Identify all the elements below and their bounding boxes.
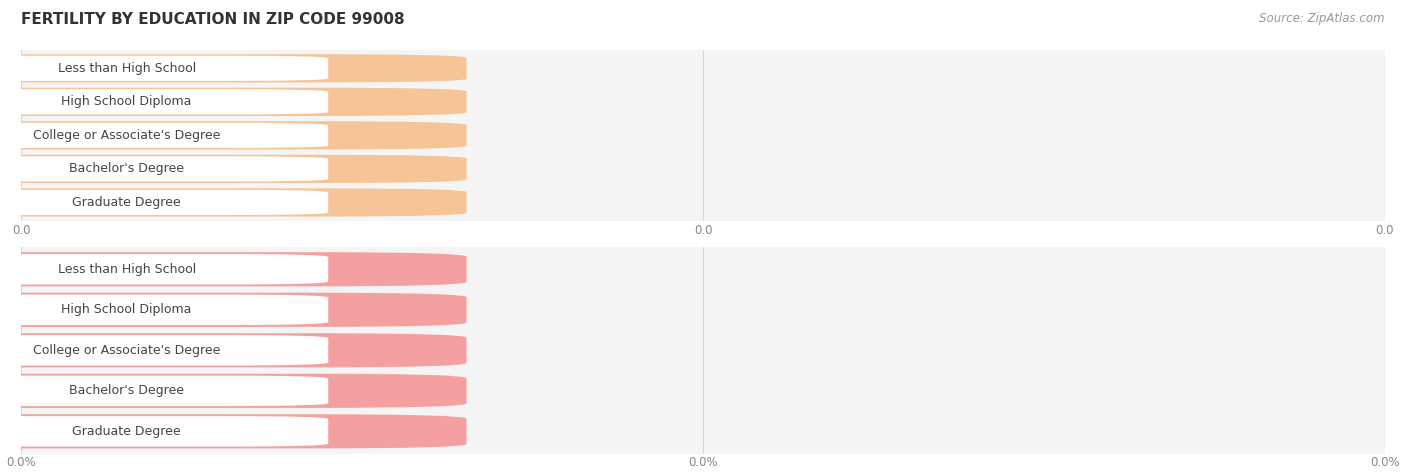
Text: 0.0%: 0.0%	[257, 305, 288, 315]
Text: 0.0%: 0.0%	[257, 345, 288, 355]
Text: 0.0%: 0.0%	[257, 427, 288, 437]
Text: Bachelor's Degree: Bachelor's Degree	[69, 384, 184, 397]
FancyBboxPatch shape	[0, 293, 467, 327]
FancyBboxPatch shape	[0, 89, 328, 114]
Text: 0.0: 0.0	[263, 130, 283, 141]
Text: College or Associate's Degree: College or Associate's Degree	[32, 344, 221, 357]
FancyBboxPatch shape	[0, 414, 467, 448]
FancyBboxPatch shape	[0, 190, 328, 215]
FancyBboxPatch shape	[0, 252, 467, 286]
FancyBboxPatch shape	[0, 188, 467, 217]
FancyBboxPatch shape	[0, 416, 328, 446]
Text: College or Associate's Degree: College or Associate's Degree	[32, 129, 221, 142]
Text: 0.0%: 0.0%	[257, 264, 288, 274]
FancyBboxPatch shape	[0, 254, 328, 285]
Text: FERTILITY BY EDUCATION IN ZIP CODE 99008: FERTILITY BY EDUCATION IN ZIP CODE 99008	[21, 12, 405, 27]
FancyBboxPatch shape	[0, 156, 328, 181]
Text: Less than High School: Less than High School	[58, 263, 195, 276]
FancyBboxPatch shape	[0, 335, 328, 366]
Text: 0.0%: 0.0%	[257, 386, 288, 396]
FancyBboxPatch shape	[0, 294, 328, 325]
Text: Bachelor's Degree: Bachelor's Degree	[69, 162, 184, 175]
Text: Source: ZipAtlas.com: Source: ZipAtlas.com	[1260, 12, 1385, 25]
Text: Graduate Degree: Graduate Degree	[72, 196, 181, 209]
Text: 0.0: 0.0	[263, 164, 283, 174]
FancyBboxPatch shape	[0, 123, 328, 148]
FancyBboxPatch shape	[0, 155, 467, 183]
Text: Graduate Degree: Graduate Degree	[72, 425, 181, 438]
FancyBboxPatch shape	[0, 54, 467, 83]
FancyBboxPatch shape	[0, 88, 467, 116]
FancyBboxPatch shape	[0, 56, 328, 81]
Text: 0.0: 0.0	[263, 198, 283, 208]
Text: 0.0: 0.0	[263, 63, 283, 73]
Text: Less than High School: Less than High School	[58, 62, 195, 75]
FancyBboxPatch shape	[0, 333, 467, 367]
Text: High School Diploma: High School Diploma	[62, 304, 191, 316]
FancyBboxPatch shape	[0, 121, 467, 150]
FancyBboxPatch shape	[0, 376, 328, 406]
FancyBboxPatch shape	[0, 374, 467, 408]
Text: 0.0: 0.0	[263, 97, 283, 107]
Text: High School Diploma: High School Diploma	[62, 95, 191, 108]
